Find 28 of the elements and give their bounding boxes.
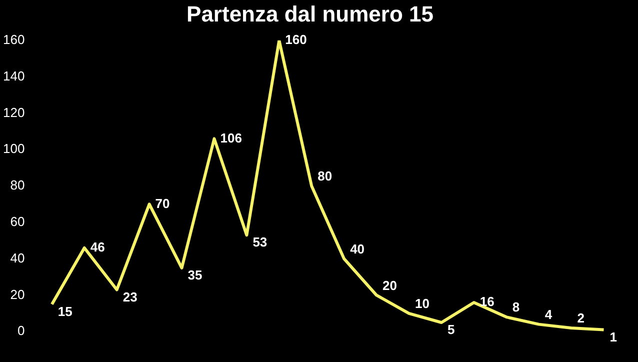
y-tick-label: 80 [10, 178, 25, 193]
data-label: 46 [90, 239, 105, 254]
data-label: 2 [577, 310, 585, 326]
y-tick-label: 160 [2, 32, 25, 47]
data-label: 23 [122, 289, 138, 304]
data-label: 53 [252, 234, 268, 250]
data-label: 35 [188, 267, 202, 282]
data-label: 5 [447, 322, 455, 338]
data-label: 1 [610, 329, 618, 344]
y-tick-label: 40 [10, 250, 25, 266]
data-label: 10 [415, 296, 430, 311]
chart-title: Partenza dal numero 15 [186, 1, 434, 26]
data-label: 20 [382, 278, 398, 293]
y-tick-label: 120 [2, 104, 25, 120]
data-label: 4 [544, 306, 553, 322]
y-tick-label: 100 [2, 141, 25, 156]
data-label: 106 [220, 130, 242, 146]
data-label: 160 [285, 32, 307, 47]
y-tick-label: 140 [2, 68, 25, 84]
data-label: 8 [512, 300, 520, 315]
data-label: 16 [480, 294, 494, 310]
data-label: 80 [318, 168, 332, 184]
data-label: 70 [155, 196, 170, 211]
y-tick-label: 60 [10, 214, 25, 229]
y-tick-label: 20 [10, 286, 25, 302]
data-label: 40 [350, 241, 365, 256]
y-tick-label: 0 [17, 323, 25, 338]
data-label: 15 [58, 304, 72, 319]
